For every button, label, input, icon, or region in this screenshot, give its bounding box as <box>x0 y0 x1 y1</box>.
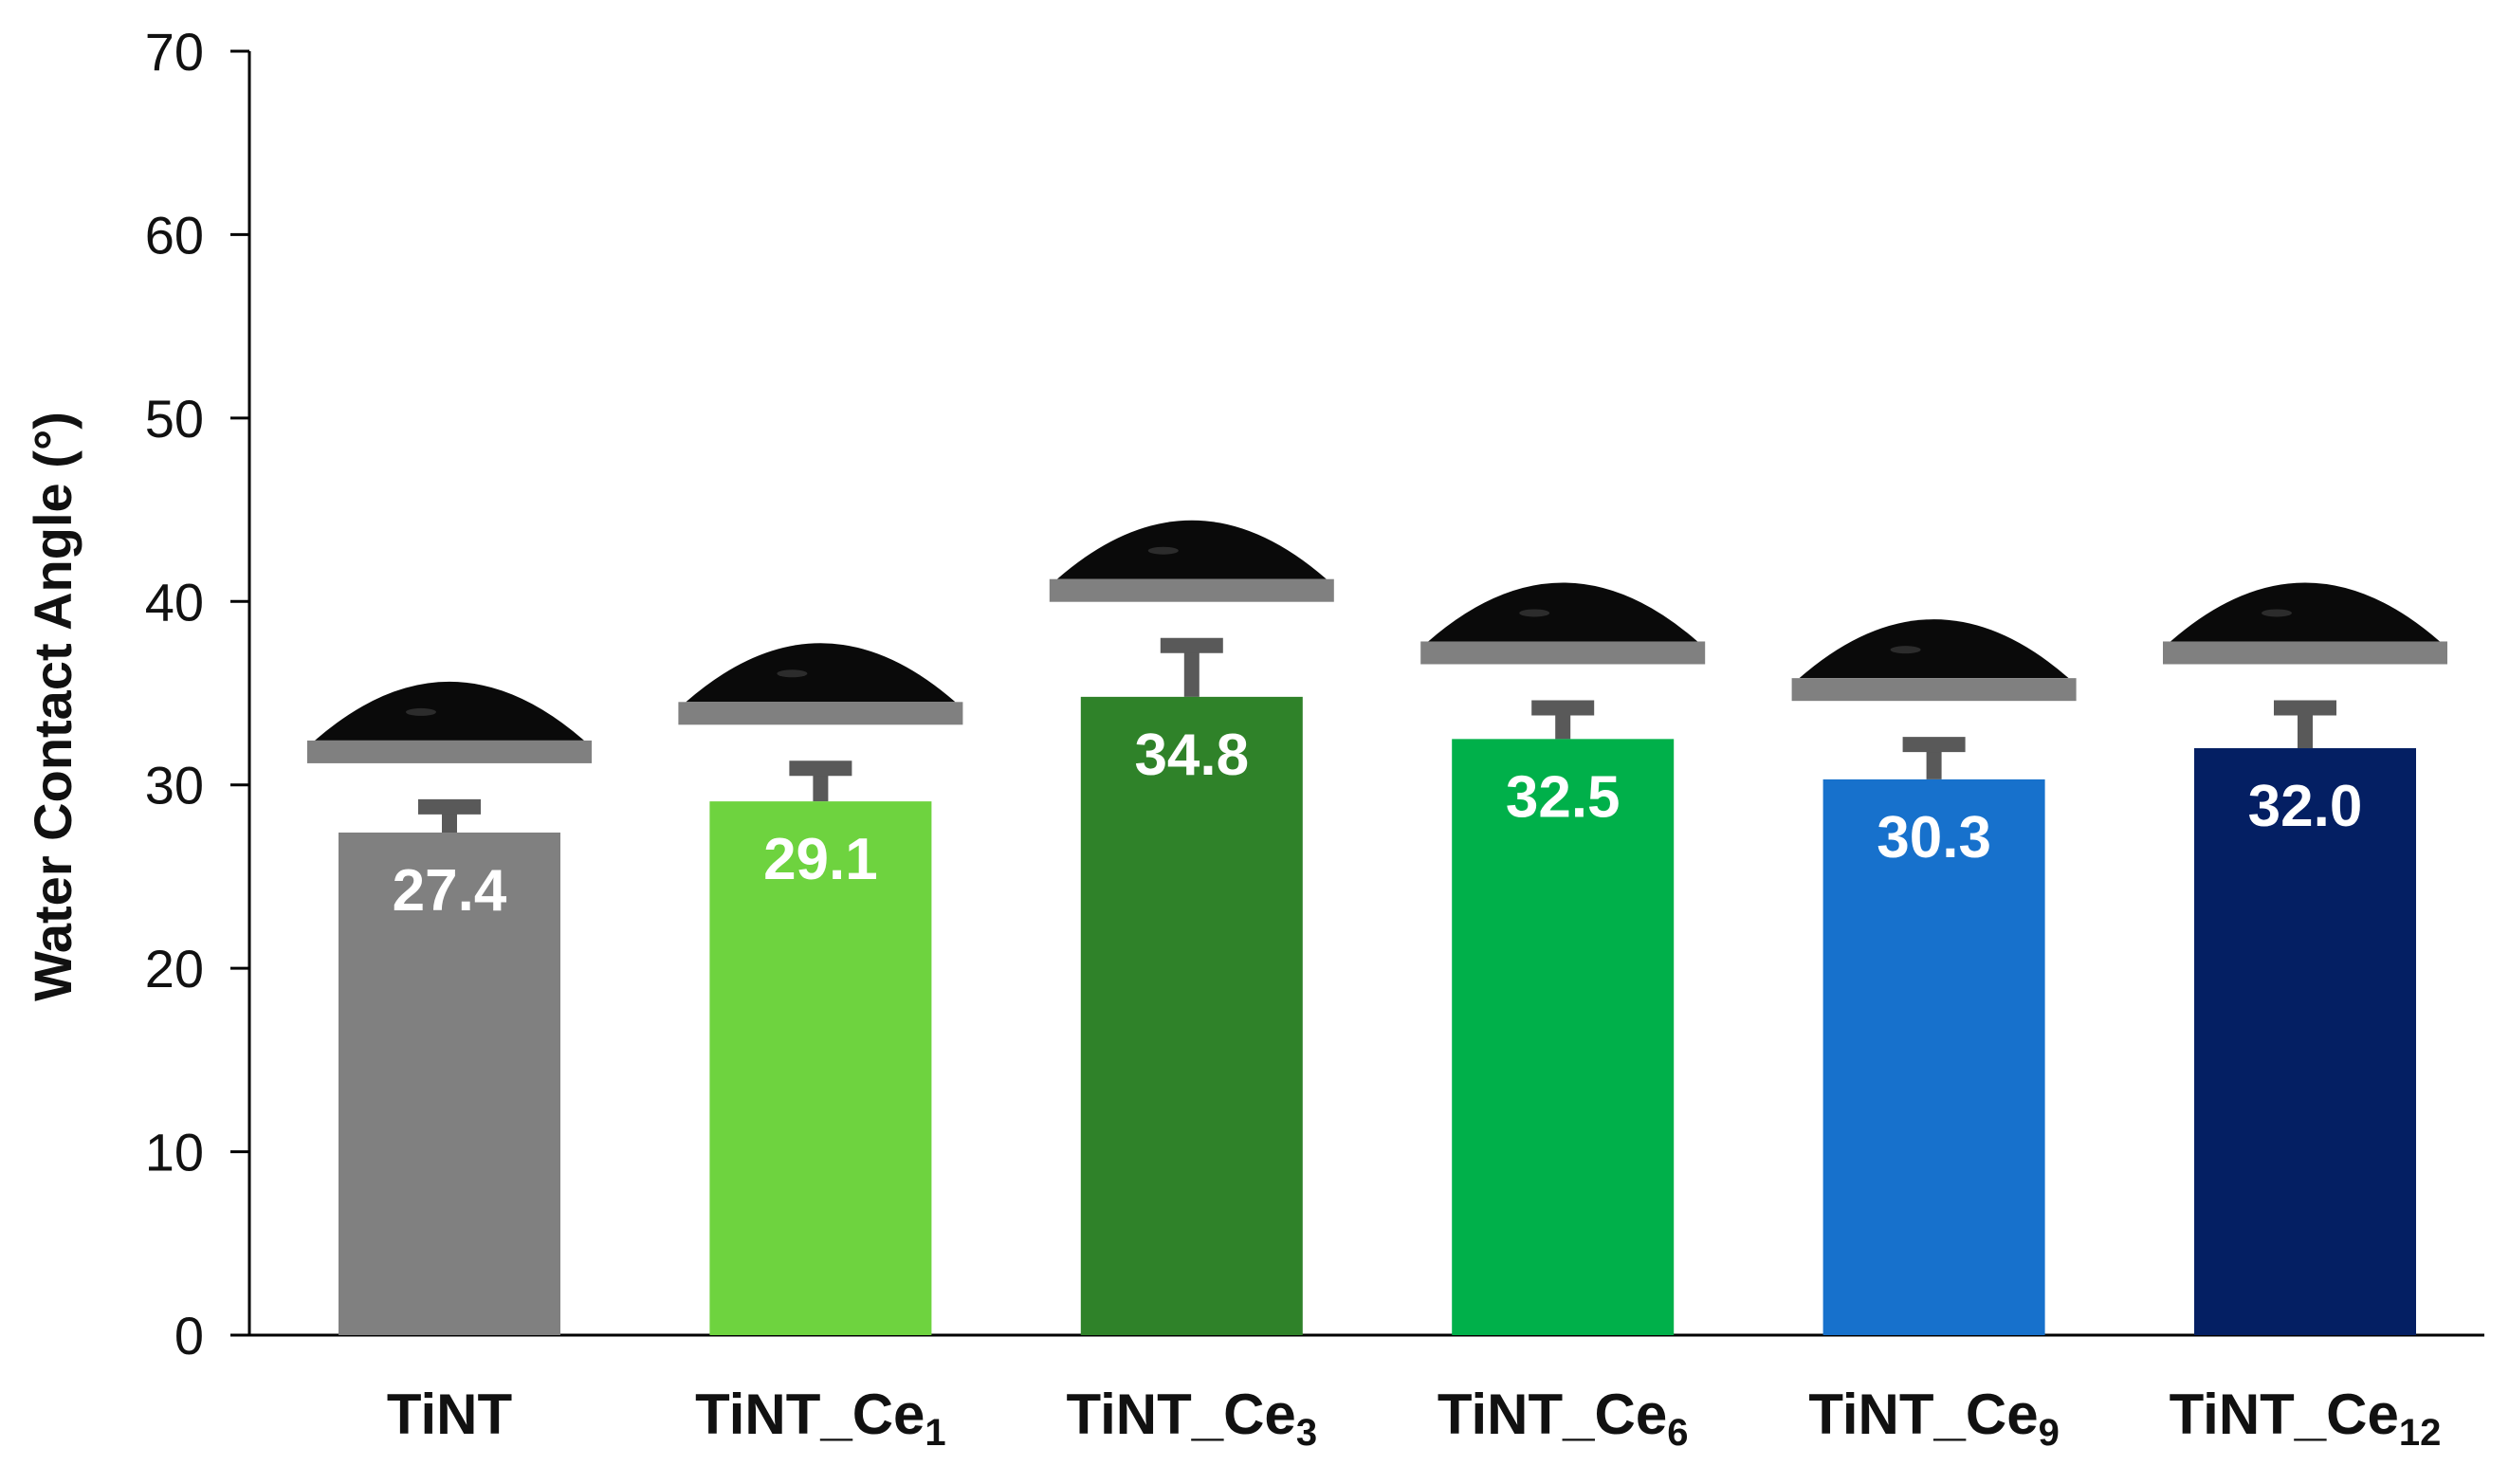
bar <box>1822 779 2045 1335</box>
droplet-image <box>1428 582 1698 642</box>
bar-value-label: 32.0 <box>2248 774 2363 839</box>
bar-group: 29.1 TiNT_Ce1 <box>678 643 963 1454</box>
substrate-image <box>678 702 963 725</box>
y-tick-label: 0 <box>174 1306 204 1365</box>
y-tick-label: 40 <box>145 572 204 632</box>
y-tick-label: 50 <box>145 389 204 449</box>
droplet-image <box>1799 619 2069 679</box>
substrate-image <box>1049 578 1334 602</box>
x-category-label: TiNT_Ce9 <box>1808 1383 2060 1454</box>
bars: 27.4 TiNT 29.1 TiNT_Ce1 34.8 TiNT_Ce3 32.5 TiNT… <box>307 520 2447 1454</box>
bar-value-label: 32.5 <box>1506 764 1621 830</box>
bar-value-label: 34.8 <box>1134 723 1249 788</box>
droplet-highlight <box>1147 546 1179 555</box>
x-category-label: TiNT <box>387 1383 512 1446</box>
substrate-image <box>307 740 592 763</box>
substrate-image <box>2163 641 2447 665</box>
axes: 0 10 20 30 40 50 60 70 <box>145 22 2484 1365</box>
substrate-image <box>1791 678 2077 702</box>
droplet-highlight <box>1519 609 1550 617</box>
x-category-label: TiNT_Ce3 <box>1067 1383 1318 1454</box>
x-category-label: TiNT_Ce1 <box>695 1383 946 1454</box>
x-category-label: TiNT_Ce12 <box>2170 1383 2442 1454</box>
bar <box>339 833 560 1335</box>
droplet-highlight <box>777 669 808 678</box>
bar <box>1080 696 1303 1335</box>
bar <box>1452 739 1675 1335</box>
bar <box>2194 748 2416 1335</box>
droplet-image <box>1056 520 1327 579</box>
bar-group: 32.0 TiNT_Ce12 <box>2163 582 2447 1454</box>
y-axis-title: Water Contact Angle (°) <box>23 412 82 1001</box>
droplet-image <box>2170 582 2440 642</box>
bar-value-label: 30.3 <box>1877 805 1991 870</box>
y-tick-label: 10 <box>145 1123 204 1182</box>
droplet-highlight <box>2262 609 2292 617</box>
bar-value-label: 27.4 <box>393 858 507 924</box>
droplet-highlight <box>1890 646 1921 654</box>
y-tick-label: 30 <box>145 756 204 815</box>
bar-group: 34.8 TiNT_Ce3 <box>1049 520 1334 1454</box>
bar-group: 27.4 TiNT <box>307 681 592 1446</box>
bar-group: 30.3 TiNT_Ce9 <box>1791 619 2077 1454</box>
droplet-image <box>686 643 956 703</box>
y-tick-label: 70 <box>145 22 204 82</box>
y-tick-label: 60 <box>145 205 204 265</box>
y-tick-label: 20 <box>145 939 204 998</box>
droplet-highlight <box>406 707 436 716</box>
bar-group: 32.5 TiNT_Ce6 <box>1420 582 1706 1454</box>
bar <box>709 801 932 1335</box>
droplet-image <box>315 681 584 741</box>
x-category-label: TiNT_Ce6 <box>1438 1383 1689 1454</box>
substrate-image <box>1420 641 1706 665</box>
bar-value-label: 29.1 <box>763 827 878 892</box>
